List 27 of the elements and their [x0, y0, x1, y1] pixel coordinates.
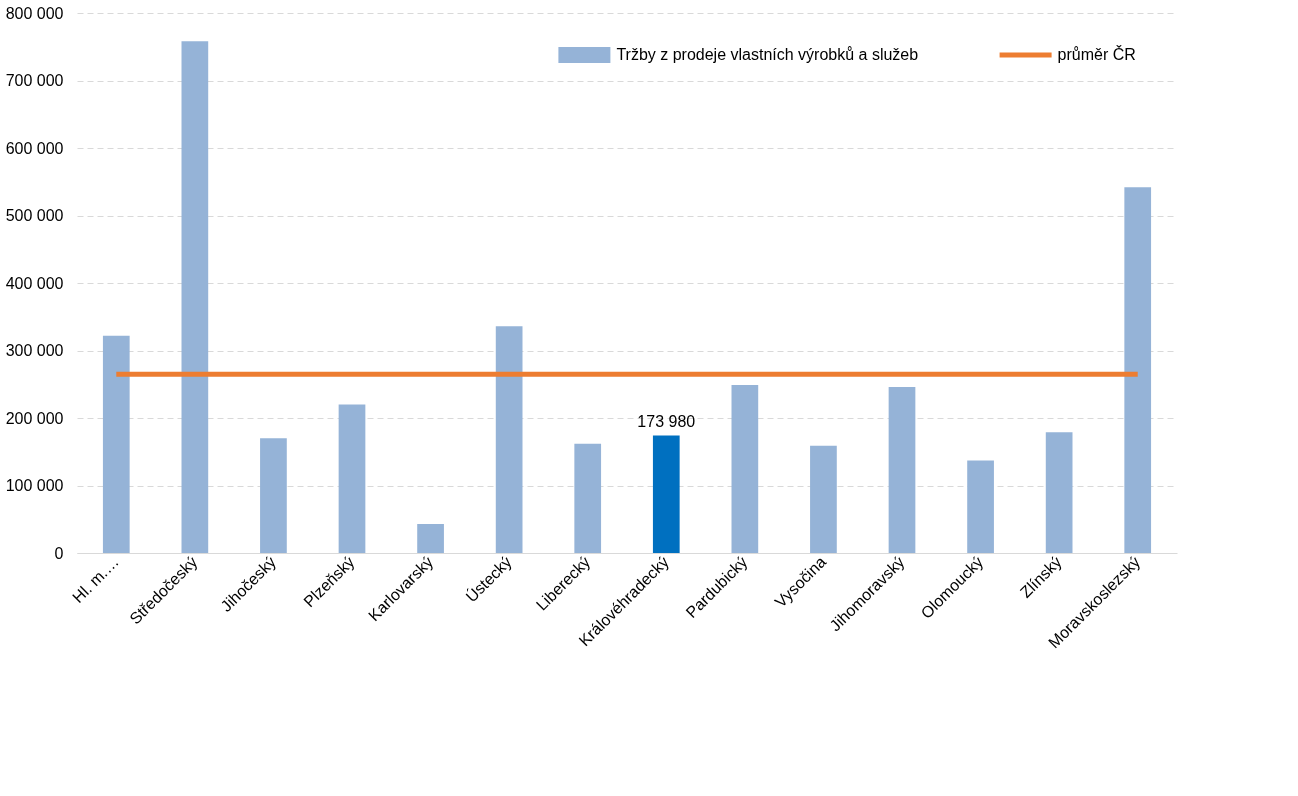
x-tick-label: Hl. m.… — [69, 553, 122, 607]
y-tick-label: 300 000 — [5, 342, 64, 359]
bar — [495, 326, 523, 553]
bar — [810, 445, 837, 553]
bar — [1124, 187, 1152, 553]
y-tick-label: 0 — [54, 544, 64, 562]
y-tick-label: 200 000 — [5, 409, 64, 427]
y-tick-label: 400 000 — [5, 274, 64, 292]
y-tick-label: 600 000 — [5, 139, 64, 157]
legend-label: průměr ČR — [1057, 45, 1136, 63]
bar — [652, 435, 680, 553]
bar — [574, 443, 602, 553]
bar — [731, 384, 759, 553]
bar — [1045, 432, 1073, 553]
bar — [338, 404, 366, 553]
bar — [102, 335, 130, 553]
data-label: 173 980 — [637, 412, 696, 430]
bar — [417, 523, 444, 553]
bar — [181, 41, 209, 553]
y-tick-label: 100 000 — [5, 477, 64, 494]
bar — [888, 386, 916, 553]
y-tick-label: 800 000 — [5, 4, 64, 22]
y-tick-label: 700 000 — [5, 72, 64, 89]
legend-label: Tržby z prodeje vlastních výrobků a služeb — [616, 46, 919, 63]
bar — [260, 438, 287, 553]
bar — [967, 460, 994, 553]
y-tick-label: 500 000 — [5, 207, 64, 224]
